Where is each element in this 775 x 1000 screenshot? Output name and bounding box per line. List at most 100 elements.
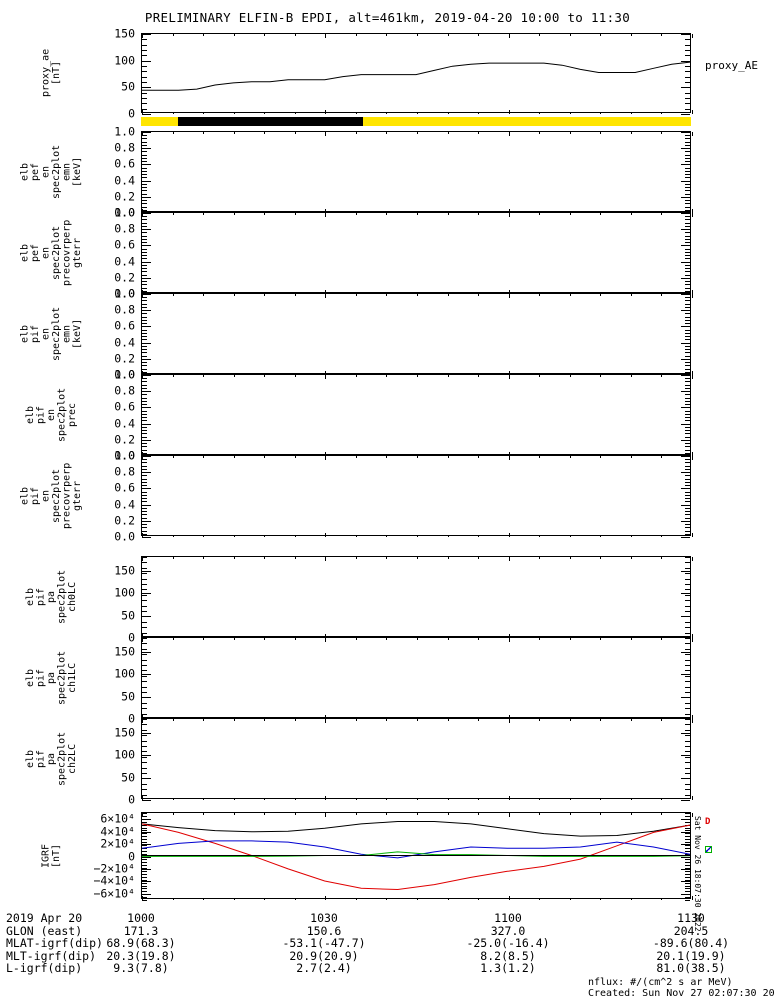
ytick-label: 0.2 — [114, 513, 135, 528]
axis-tick-x-minor — [692, 211, 693, 213]
axis-tick-x-minor — [264, 813, 265, 815]
axis-tick-x-minor — [264, 557, 265, 559]
axis-tick-left — [142, 109, 147, 110]
axis-tick-x — [325, 638, 326, 642]
axis-tick-left — [142, 660, 147, 661]
axis-tick-x-minor — [203, 557, 204, 559]
ytick-label: 0.0 — [114, 448, 135, 463]
axis-tick-x-minor — [478, 294, 479, 296]
axis-tick-left — [142, 440, 147, 441]
bottom-row-label: L-igrf(dip) — [6, 961, 83, 976]
axis-tick-x — [692, 456, 693, 460]
axis-tick-left — [142, 378, 147, 379]
axis-tick-left — [142, 665, 147, 666]
panel-elb-pif-en-spec2plot-prec: 0.0 0.2 0.4 0.6 0.8 1.0 — [114, 369, 693, 461]
axis-tick-right — [685, 66, 690, 67]
axis-tick-right — [685, 871, 690, 872]
axis-tick-left — [142, 450, 147, 451]
axis-tick-x — [325, 213, 326, 217]
ytick-label: 0.8 — [114, 221, 135, 236]
axis-tick-x-minor — [173, 557, 174, 559]
axis-tick-right — [685, 297, 690, 298]
ytick-label: 0 — [128, 106, 135, 121]
axis-tick-x — [692, 34, 693, 38]
bottom-value-time: 1100 — [494, 911, 522, 925]
axis-tick-x-minor — [234, 112, 235, 114]
axis-tick-x-minor — [325, 535, 326, 537]
axis-tick-left — [142, 611, 147, 612]
axis-tick-x-minor — [661, 112, 662, 114]
axis-tick-right — [685, 579, 690, 580]
axis-tick-x-minor — [661, 375, 662, 377]
bottom-value-mlat: -25.0(-16.4) — [466, 936, 550, 951]
axis-tick-x-minor — [417, 638, 418, 640]
axis-tick-right — [685, 407, 690, 408]
ytick-label: 0.0 — [114, 529, 135, 544]
axis-tick-x-minor — [417, 213, 418, 215]
axis-tick-x-minor — [325, 719, 326, 721]
ylabel-elb-pif-pa-spec2plot-ch1lc: elb pif pa spec2plot ch1LC — [24, 650, 78, 705]
axis-tick-right — [685, 778, 690, 779]
axis-tick-right — [685, 284, 690, 285]
axis-tick-x-minor — [386, 456, 387, 458]
axis-tick-left — [142, 411, 147, 412]
bottom-value-glon: 327.0 — [490, 923, 526, 938]
axis-tick-x-minor — [448, 813, 449, 815]
axis-tick-right — [685, 527, 690, 528]
axis-tick-left — [142, 138, 147, 139]
axis-tick-right — [685, 391, 690, 392]
axis-tick-right — [685, 55, 690, 56]
axis-tick-x-minor — [631, 213, 632, 215]
axis-tick-left — [142, 394, 147, 395]
axis-tick-left — [142, 833, 147, 834]
axis-tick-right — [685, 819, 690, 820]
axis-tick-left — [142, 262, 147, 263]
axis-tick-left — [142, 676, 147, 677]
axis-tick-left — [142, 888, 147, 889]
axis-tick-x-minor — [509, 294, 510, 296]
ytick-label: 150 — [114, 26, 135, 41]
bottom-row-label: 2019 Apr 20 — [6, 911, 83, 925]
axis-tick-left — [142, 168, 147, 169]
axis-tick-x-minor — [600, 213, 601, 215]
axis-tick-x — [509, 719, 510, 723]
ylabel-elb-pef-en-spec2plot-emn: elb pef en spec2plot emn [keV] — [19, 144, 84, 199]
axis-tick-right — [685, 638, 690, 639]
axis-tick-left — [142, 313, 147, 314]
axis-tick-left — [142, 466, 147, 467]
axis-tick-left — [142, 844, 151, 845]
bottom-value-mlt: 20.9(20.9) — [289, 948, 359, 963]
axis-tick-left — [142, 524, 147, 525]
axis-tick-x-minor — [295, 375, 296, 377]
axis-tick-left — [142, 880, 147, 881]
axis-tick-left — [142, 851, 147, 852]
axis-tick-x-minor — [203, 638, 204, 640]
axis-tick-right — [685, 194, 690, 195]
axis-tick-x-minor — [417, 798, 418, 800]
axis-tick-x-minor — [570, 456, 571, 458]
axis-tick-x-minor — [692, 535, 693, 537]
ytick-label: 100 — [114, 585, 135, 600]
axis-tick-left — [142, 900, 147, 901]
axis-tick-x-minor — [509, 456, 510, 458]
axis-tick-x-minor — [386, 719, 387, 721]
axis-tick-right — [685, 151, 690, 152]
axis-tick-left — [142, 784, 147, 785]
axis-tick-right — [685, 848, 690, 849]
ytick-label: 150 — [114, 563, 135, 578]
axis-tick-left — [142, 401, 147, 402]
axis-tick-right — [685, 34, 690, 35]
axis-tick-x-minor — [570, 557, 571, 559]
series-igrf_comp_green — [142, 851, 690, 857]
axis-tick-x — [692, 294, 693, 298]
axis-tick-right — [685, 466, 690, 467]
bottom-value-mlt: 20.3(19.8) — [106, 948, 176, 963]
axis-tick-right — [685, 865, 690, 866]
axis-tick-left — [142, 433, 147, 434]
axis-tick-left — [142, 606, 147, 607]
axis-tick-right — [685, 109, 690, 110]
axis-tick-left — [142, 832, 151, 833]
axis-tick-x-minor — [692, 898, 693, 900]
axis-tick-left — [142, 755, 151, 756]
axis-tick-x — [142, 813, 143, 817]
